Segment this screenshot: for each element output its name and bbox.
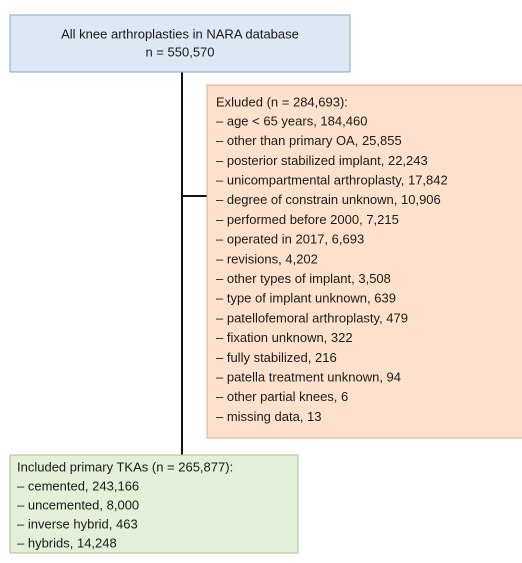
included-item: – cemented, 243,166 (17, 478, 139, 493)
included-item: – inverse hybrid, 463 (17, 516, 138, 531)
excluded-item: – other types of implant, 3,508 (216, 271, 391, 286)
excluded-item: – patella treatment unknown, 94 (216, 370, 401, 385)
excluded-item: – fully stabilized, 216 (216, 350, 337, 365)
excluded-item: – missing data, 13 (216, 409, 322, 424)
included-item: – uncemented, 8,000 (17, 497, 139, 512)
excluded-item: – operated in 2017, 6,693 (216, 232, 364, 247)
excluded-item: – posterior stabilized implant, 22,243 (216, 153, 428, 168)
excluded-item: – age < 65 years, 184,460 (216, 113, 367, 128)
included-box (9, 454, 299, 554)
excluded-item: – other than primary OA, 25,855 (216, 133, 402, 148)
excluded-item: – fixation unknown, 322 (216, 330, 353, 345)
excluded-item: – other partial knees, 6 (216, 389, 348, 404)
top-line1: All knee arthroplasties in NARA database (61, 26, 299, 41)
included-title: Included primary TKAs (n = 265,877): (17, 459, 233, 474)
excluded-item: – patellofemoral arthroplasty, 479 (216, 310, 408, 325)
excluded-box (206, 84, 522, 439)
top-box (9, 14, 351, 73)
top-line2: n = 550,570 (145, 44, 214, 59)
excluded-item: – performed before 2000, 7,215 (216, 212, 399, 227)
excluded-item: – degree of constrain unknown, 10,906 (216, 192, 441, 207)
excluded-item: – unicompartmental arthroplasty, 17,842 (216, 173, 448, 188)
excluded-item: – type of implant unknown, 639 (216, 291, 396, 306)
excluded-title: Exluded (n = 284,693): (216, 94, 348, 109)
excluded-item: – revisions, 4,202 (216, 251, 318, 266)
included-item: – hybrids, 14,248 (17, 535, 117, 550)
